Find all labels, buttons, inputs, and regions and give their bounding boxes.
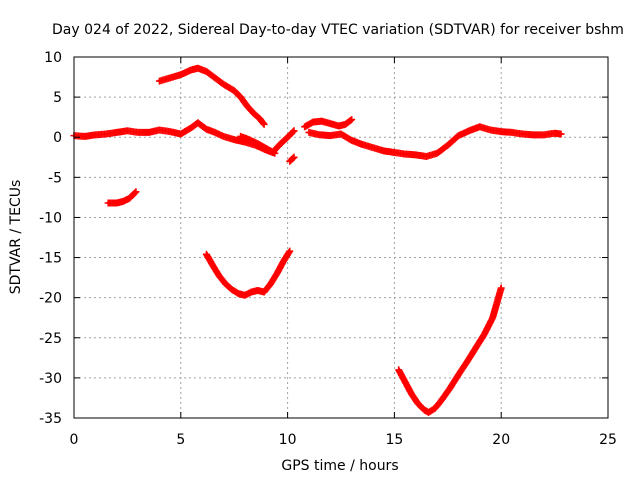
data-point [290, 153, 298, 161]
x-tick-label: 0 [70, 432, 79, 448]
series-mid-segment [237, 132, 279, 157]
data-point [271, 149, 279, 157]
series-early-dip [104, 188, 140, 207]
x-tick-label: 15 [385, 432, 403, 448]
series-v-curve-15-20 [395, 284, 505, 416]
data-point [289, 154, 297, 162]
tick-labels: 0 5 10 15 20 25 10 5 0 -5 -10 -15 -20 -25 -30 -35 [39, 50, 617, 448]
plot-border [73, 56, 609, 419]
data-points [70, 64, 565, 416]
x-axis-label: GPS time / hours [281, 458, 398, 474]
y-tick-label: -25 [39, 331, 62, 347]
data-point [286, 247, 294, 255]
data-point [285, 248, 293, 256]
series-upper-arc [155, 64, 268, 128]
data-point [557, 130, 565, 138]
data-point [497, 284, 505, 292]
data-point [132, 188, 140, 196]
y-axis-label: SDTVAR / TECUs [8, 180, 24, 295]
chart-title: Day 024 of 2022, Sidereal Day-to-day VTE… [52, 22, 624, 38]
y-tick-label: 5 [53, 90, 62, 106]
plot-frame [73, 56, 609, 419]
data-point [259, 119, 267, 127]
grid-lines [74, 57, 608, 418]
y-tick-label: -10 [39, 210, 62, 226]
y-tick-label: -30 [39, 371, 62, 387]
y-tick-label: 0 [53, 130, 62, 146]
y-tick-label: -15 [39, 251, 62, 267]
series-u-curve-6-10 [202, 247, 294, 299]
y-tick-label: -20 [39, 291, 62, 307]
x-tick-label: 20 [492, 432, 510, 448]
x-tick-label: 5 [176, 432, 185, 448]
data-point [290, 127, 298, 135]
series-band-after-11 [305, 123, 565, 160]
y-tick-label: -5 [48, 170, 62, 186]
y-tick-label: 10 [44, 50, 62, 66]
data-point [131, 189, 139, 197]
series-short-drop [286, 153, 298, 165]
x-tick-label: 25 [599, 432, 617, 448]
x-tick-label: 10 [279, 432, 297, 448]
series-clusters-11-13 [301, 116, 356, 131]
data-point [260, 120, 268, 128]
y-tick-label: -35 [39, 411, 62, 427]
data-point [347, 116, 355, 124]
data-point [289, 128, 297, 136]
data-point [348, 116, 356, 124]
